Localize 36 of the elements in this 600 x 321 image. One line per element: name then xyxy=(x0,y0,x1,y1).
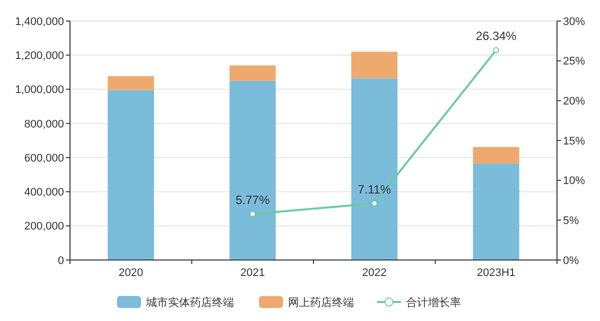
y-tick-label: 400,000 xyxy=(24,186,64,199)
bar xyxy=(472,164,520,260)
y2-tick-label: 5% xyxy=(563,215,580,228)
data-label: 26.34% xyxy=(476,29,517,44)
y-tick-label: 200,000 xyxy=(24,220,64,233)
data-label: 7.11% xyxy=(358,182,392,196)
y-tick-label: 600,000 xyxy=(24,152,64,164)
data-label: 5.77% xyxy=(236,193,270,208)
y2-tick-label: 10% xyxy=(563,175,586,188)
x-tick-label: 2020 xyxy=(118,267,144,279)
y2-tick-label: 25% xyxy=(563,56,586,68)
y-tick-label: 1,400,000 xyxy=(15,16,64,28)
point xyxy=(371,200,378,206)
bar xyxy=(351,78,398,260)
legend-label: 城市实体药店终端 xyxy=(145,296,234,309)
bar xyxy=(472,146,520,164)
x-tick-label: 2023H1 xyxy=(476,267,516,279)
y-tick-label: 800,000 xyxy=(24,118,64,130)
y2-tick-label: 0% xyxy=(563,254,580,267)
point xyxy=(493,47,500,54)
bar xyxy=(229,65,276,81)
bar xyxy=(108,90,154,260)
y2-tick-label: 20% xyxy=(563,96,586,108)
bar xyxy=(351,52,398,78)
x-tick-label: 2022 xyxy=(362,267,387,279)
legend-label: 网上药店终端 xyxy=(288,296,354,309)
y-tick-label: 1,000,000 xyxy=(15,84,64,96)
y2-tick-label: 15% xyxy=(563,135,586,148)
bar xyxy=(229,80,276,260)
legend-label: 合计增长率 xyxy=(406,296,461,309)
bar xyxy=(108,76,154,90)
y-tick-label: 0 xyxy=(58,254,64,267)
y-tick-label: 1,200,000 xyxy=(15,50,64,62)
y2-tick-label: 30% xyxy=(563,16,586,28)
point xyxy=(250,211,256,218)
x-tick-label: 2021 xyxy=(240,267,265,279)
